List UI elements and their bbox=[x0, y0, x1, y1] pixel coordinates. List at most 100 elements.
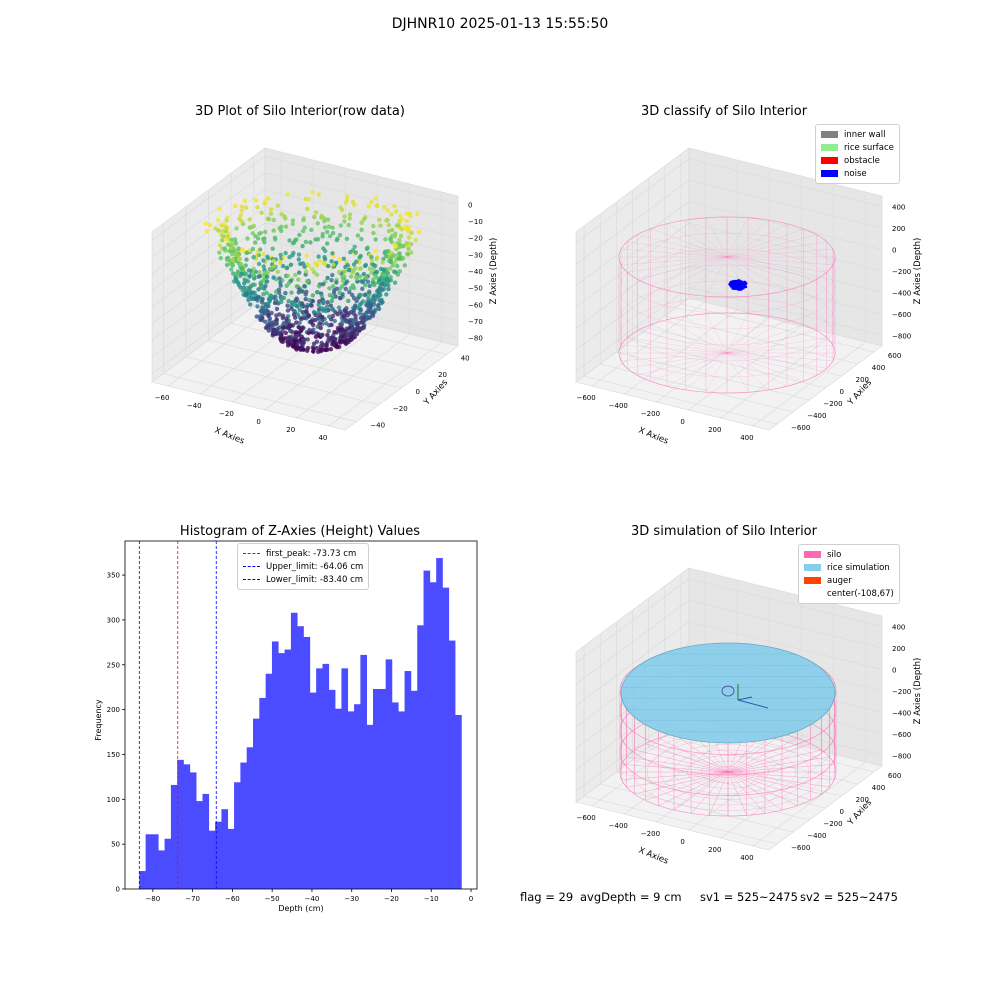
scatter-point bbox=[292, 339, 297, 344]
scatter-point bbox=[365, 314, 370, 320]
scatter-point bbox=[348, 250, 353, 255]
noise-point bbox=[740, 280, 744, 283]
histogram-bar bbox=[341, 668, 349, 889]
scatter-point bbox=[302, 225, 307, 230]
scatter-point bbox=[259, 300, 265, 305]
silo-spoke bbox=[621, 248, 728, 258]
scatter-point bbox=[338, 296, 343, 301]
noise-point bbox=[738, 288, 742, 291]
scatter-point bbox=[384, 271, 389, 277]
histogram-bar bbox=[448, 640, 456, 889]
silo-spoke bbox=[726, 352, 833, 362]
histogram-bar bbox=[265, 673, 273, 889]
histogram-bar bbox=[297, 626, 304, 889]
z-axis-label: Z Axies (Depth) bbox=[913, 238, 923, 305]
silo-top-ring bbox=[618, 216, 836, 298]
scatter-point bbox=[297, 320, 302, 325]
scatter-point bbox=[315, 221, 320, 226]
scatter-point bbox=[373, 307, 378, 312]
scatter-point bbox=[296, 252, 302, 257]
legend-item-rice-surface: rice surface bbox=[821, 141, 894, 154]
scatter-point bbox=[325, 217, 331, 222]
scatter-point bbox=[384, 254, 389, 259]
scatter-point bbox=[404, 211, 409, 216]
histogram-bar bbox=[183, 764, 191, 889]
grid-line bbox=[575, 265, 883, 351]
y-tick-label: 350 bbox=[107, 572, 120, 580]
z-tick-label: −70 bbox=[468, 318, 483, 326]
scatter-point bbox=[342, 219, 347, 224]
scatter-point bbox=[380, 260, 385, 265]
x-tick-label: −60 bbox=[155, 394, 170, 402]
scatter-point bbox=[380, 287, 385, 293]
scatter-point bbox=[325, 229, 330, 235]
scatter-point bbox=[310, 293, 315, 298]
auger-swatch bbox=[804, 577, 821, 584]
scatter-point bbox=[265, 323, 270, 328]
legend-item-auger: auger bbox=[804, 574, 894, 587]
grid-line bbox=[151, 189, 459, 274]
histogram-bar bbox=[335, 708, 342, 889]
scatter-point bbox=[313, 261, 318, 266]
legend-label: rice surface bbox=[844, 142, 894, 153]
y-tick-label: 40 bbox=[461, 354, 470, 362]
scatter-point bbox=[293, 298, 298, 303]
scatter-point bbox=[274, 317, 279, 322]
grid-line bbox=[575, 578, 883, 663]
legend-label: Lower_limit: -83.40 cm bbox=[266, 574, 364, 585]
x-axis-label: X Axies bbox=[637, 846, 670, 867]
scatter-point bbox=[340, 275, 345, 280]
legend-label: noise bbox=[844, 168, 867, 179]
scatter-point bbox=[310, 266, 315, 272]
y-tick-label: 200 bbox=[107, 706, 120, 714]
legend-label: first_peak: -73.73 cm bbox=[266, 548, 357, 559]
scatter-point bbox=[271, 258, 276, 264]
scatter-point bbox=[294, 330, 299, 335]
scatter-point bbox=[229, 246, 234, 251]
silo-spoke bbox=[627, 337, 728, 354]
scatter-point bbox=[337, 290, 342, 296]
scatter-point bbox=[332, 330, 337, 335]
silo-swatch bbox=[804, 551, 821, 558]
scatter-point bbox=[230, 261, 235, 267]
scatter-point bbox=[295, 312, 300, 317]
scatter-point bbox=[316, 310, 321, 315]
scatter-point bbox=[223, 229, 228, 234]
scatter-point bbox=[413, 237, 418, 243]
scatter-point bbox=[320, 231, 325, 237]
scatter-point bbox=[223, 237, 229, 242]
grid-line bbox=[575, 286, 883, 372]
scatter-point bbox=[346, 222, 351, 228]
scatter-point bbox=[238, 212, 243, 218]
scatter-point bbox=[275, 269, 280, 274]
scatter-point bbox=[288, 262, 294, 267]
scatter-point bbox=[382, 205, 387, 210]
scatter-point bbox=[416, 230, 422, 235]
scatter-point bbox=[380, 281, 385, 287]
scatter-point bbox=[233, 241, 239, 246]
scatter-point bbox=[341, 256, 346, 261]
scatter-point bbox=[294, 334, 299, 339]
panel3-legend: first_peak: -73.73 cm Upper_limit: -64.0… bbox=[237, 543, 370, 590]
first-peak-line-swatch bbox=[243, 553, 260, 554]
scatter-point bbox=[342, 269, 348, 274]
scatter-point bbox=[267, 318, 272, 323]
scatter-point bbox=[260, 296, 265, 302]
scatter-point bbox=[346, 326, 351, 331]
scatter-point bbox=[342, 214, 347, 219]
scatter-point bbox=[244, 250, 249, 256]
grid-line bbox=[616, 351, 810, 401]
scatter-point bbox=[308, 240, 313, 245]
z-tick-label: 200 bbox=[892, 645, 905, 653]
x-tick-label: 40 bbox=[318, 434, 327, 442]
silo-spoke bbox=[726, 352, 827, 369]
histogram-bar bbox=[170, 784, 178, 889]
scatter-point bbox=[257, 270, 262, 275]
silo-spoke bbox=[650, 256, 728, 286]
silo-spoke bbox=[726, 228, 804, 258]
scatter-point bbox=[353, 303, 358, 308]
scatter-point bbox=[277, 226, 282, 231]
x-tick-label: 0 bbox=[256, 418, 260, 426]
scatter-point bbox=[281, 263, 286, 269]
